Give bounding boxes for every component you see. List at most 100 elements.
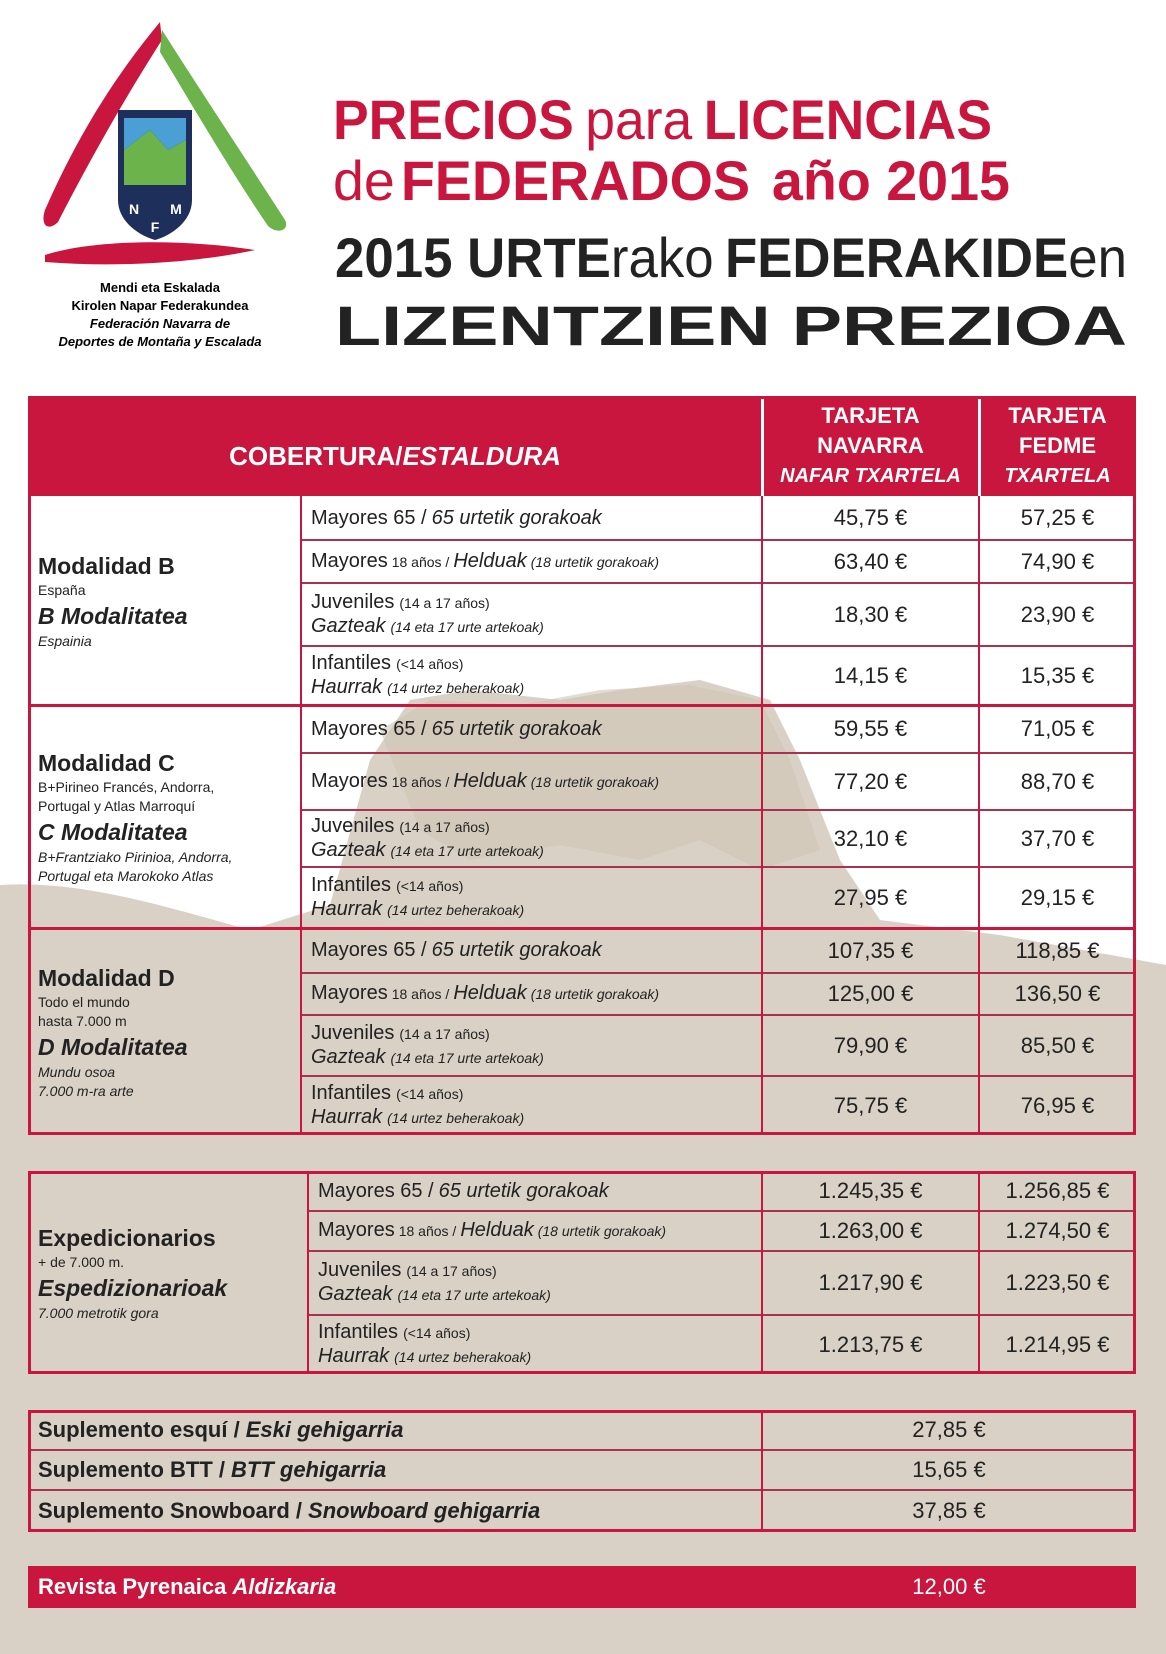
rule [28, 1449, 1136, 1451]
row-label: Mayores 18 años / Helduak (18 urtetik gorak… [311, 753, 758, 810]
row-label: Infantiles (<14 años) Haurrak (14 urtez beh… [318, 1315, 758, 1374]
category-note: (<14 años) [396, 877, 464, 894]
rule [307, 1171, 309, 1374]
row-label: Mayores 18 años / Helduak (18 urtetik gorak… [318, 1211, 758, 1251]
rule [301, 752, 1136, 754]
logo-text: Deportes de Montaña y Escalada [58, 334, 261, 349]
category-eu: Gazteak [311, 1045, 386, 1068]
title-line: PRECIOSpara LICENCIAS [333, 88, 992, 151]
column-header-line: TARJETA [1008, 403, 1107, 428]
title-part: 2015 URTE [335, 226, 611, 289]
group-desc-eu: Mundu osoa [38, 1063, 116, 1080]
title-part: LICENCIAS [704, 88, 992, 151]
category-eu: Helduak [460, 1219, 534, 1241]
price: 1.223,50 € [1005, 1270, 1110, 1295]
price: 1.214,95 € [1005, 1331, 1110, 1357]
category-note: (14 a 17 años) [399, 818, 490, 835]
logo-letter: M [170, 201, 182, 217]
group-desc-eu: Espainia [38, 632, 92, 649]
price: 85,50 € [1020, 1032, 1095, 1058]
rule [978, 1171, 980, 1374]
rule [308, 1210, 1136, 1212]
category-note-eu: (18 urtetik gorakoak) [537, 1223, 667, 1239]
category-eu: Haurrak [318, 1344, 390, 1367]
group-desc: Portugal y Atlas Marroquí [38, 797, 196, 814]
category: Juveniles [318, 1259, 402, 1281]
price: 1.256,85 € [1005, 1178, 1110, 1203]
rule [760, 396, 764, 496]
rule [301, 1014, 1136, 1016]
supplement-text: Suplemento Snowboard / [38, 1498, 303, 1523]
price: 88,70 € [1020, 768, 1095, 794]
price: 14,15 € [833, 662, 908, 688]
category-note-eu: (14 eta 17 urte artekoak) [390, 842, 544, 859]
header-bg [28, 396, 1136, 496]
column-header-line: NAFAR TXARTELA [780, 465, 961, 487]
category: Mayores 65 / [318, 1179, 434, 1202]
supplement-price: 27,85 € [912, 1417, 986, 1442]
row-line: Juveniles (14 a 17 años) [311, 591, 758, 615]
row-line: Mayores 18 años / Helduak (18 urtetik gorak… [311, 550, 758, 574]
supplement-text-eu: Snowboard gehigarria [308, 1498, 541, 1523]
row-line: Gazteak (14 eta 17 urte artekoak) [311, 1046, 758, 1070]
logo-letter: N [129, 201, 139, 217]
category-eu: Haurrak [311, 1105, 383, 1128]
category: Mayores 65 / [311, 506, 427, 529]
column-header-line: FEDME [1019, 433, 1096, 458]
price: 1.274,50 € [1005, 1218, 1110, 1243]
category-note: (14 a 17 años) [399, 594, 490, 611]
row-line: Mayores 18 años / Helduak (18 urtetik gorak… [311, 982, 758, 1006]
group-name-eu: D Modalitatea [38, 1033, 188, 1060]
group-name-eu: C Modalitatea [38, 818, 188, 845]
supplement-text-eu: BTT gehigarria [231, 1457, 387, 1482]
logo-shield-sky [124, 118, 186, 150]
rule [301, 645, 1136, 647]
title-line: 2015 URTErakoFEDERAKIDEen [335, 226, 1127, 289]
category: Juveniles [311, 814, 395, 837]
rule [308, 1250, 1136, 1252]
rule [301, 1075, 1136, 1077]
category-eu: Haurrak [311, 675, 383, 698]
row-line: Juveniles (14 a 17 años) [318, 1259, 758, 1283]
category-eu: Helduak [453, 982, 527, 1004]
group-name-eu: Espedizionarioak [38, 1274, 228, 1301]
title-part: para [585, 88, 693, 151]
category: Mayores [318, 1219, 395, 1241]
rule [28, 926, 1136, 930]
group-desc: B+Pirineo Francés, Andorra, [38, 778, 215, 795]
category: Infantiles [311, 873, 392, 896]
price: 118,85 € [1015, 937, 1100, 963]
price: 1.263,00 € [818, 1218, 923, 1243]
rule [301, 539, 1136, 541]
group-desc: España [38, 581, 86, 598]
category-note: (<14 años) [403, 1324, 471, 1341]
row-line: Mayores 65 /65 urtetik gorakoak [311, 939, 758, 962]
category: Mayores 65 / [311, 717, 427, 740]
rule [301, 582, 1136, 584]
category-note-eu: (18 urtetik gorakoak) [530, 773, 660, 790]
rule [301, 809, 1136, 811]
price: 29,15 € [1020, 884, 1095, 910]
row-label: Juveniles (14 a 17 años) Gazteak (14 eta 17… [311, 810, 758, 867]
logo-text: Kirolen Napar Federakundea [72, 298, 250, 313]
rule [761, 1410, 763, 1532]
row-line: Haurrak (14 urtez beherakoak) [311, 898, 758, 922]
column-header-line: TARJETA [821, 403, 920, 428]
price: 18,30 € [833, 601, 908, 627]
logo-text: Mendi eta Eskalada [100, 280, 221, 295]
category: Juveniles [311, 1021, 395, 1044]
row-label: Mayores 65 /65 urtetik gorakoak [311, 496, 758, 540]
row-label: Mayores 65 /65 urtetik gorakoak [318, 1171, 758, 1211]
category-eu: Gazteak [318, 1283, 393, 1305]
supplement-text: Suplemento esquí / [38, 1417, 240, 1442]
group-desc-eu: B+Frantziako Pirinioa, Andorra, [38, 848, 233, 865]
category-eu: Helduak [453, 549, 527, 572]
price: 57,25 € [1020, 505, 1095, 530]
price: 1.245,35 € [818, 1178, 923, 1203]
group-desc-eu: 7.000 m-ra arte [38, 1082, 134, 1099]
category-note: 18 años / [398, 1223, 457, 1239]
group-desc-eu: 7.000 metrotik gora [38, 1304, 159, 1321]
category: Mayores 65 / [311, 939, 427, 961]
category-eu: Haurrak [311, 897, 383, 920]
price: 125,00 € [827, 981, 914, 1006]
